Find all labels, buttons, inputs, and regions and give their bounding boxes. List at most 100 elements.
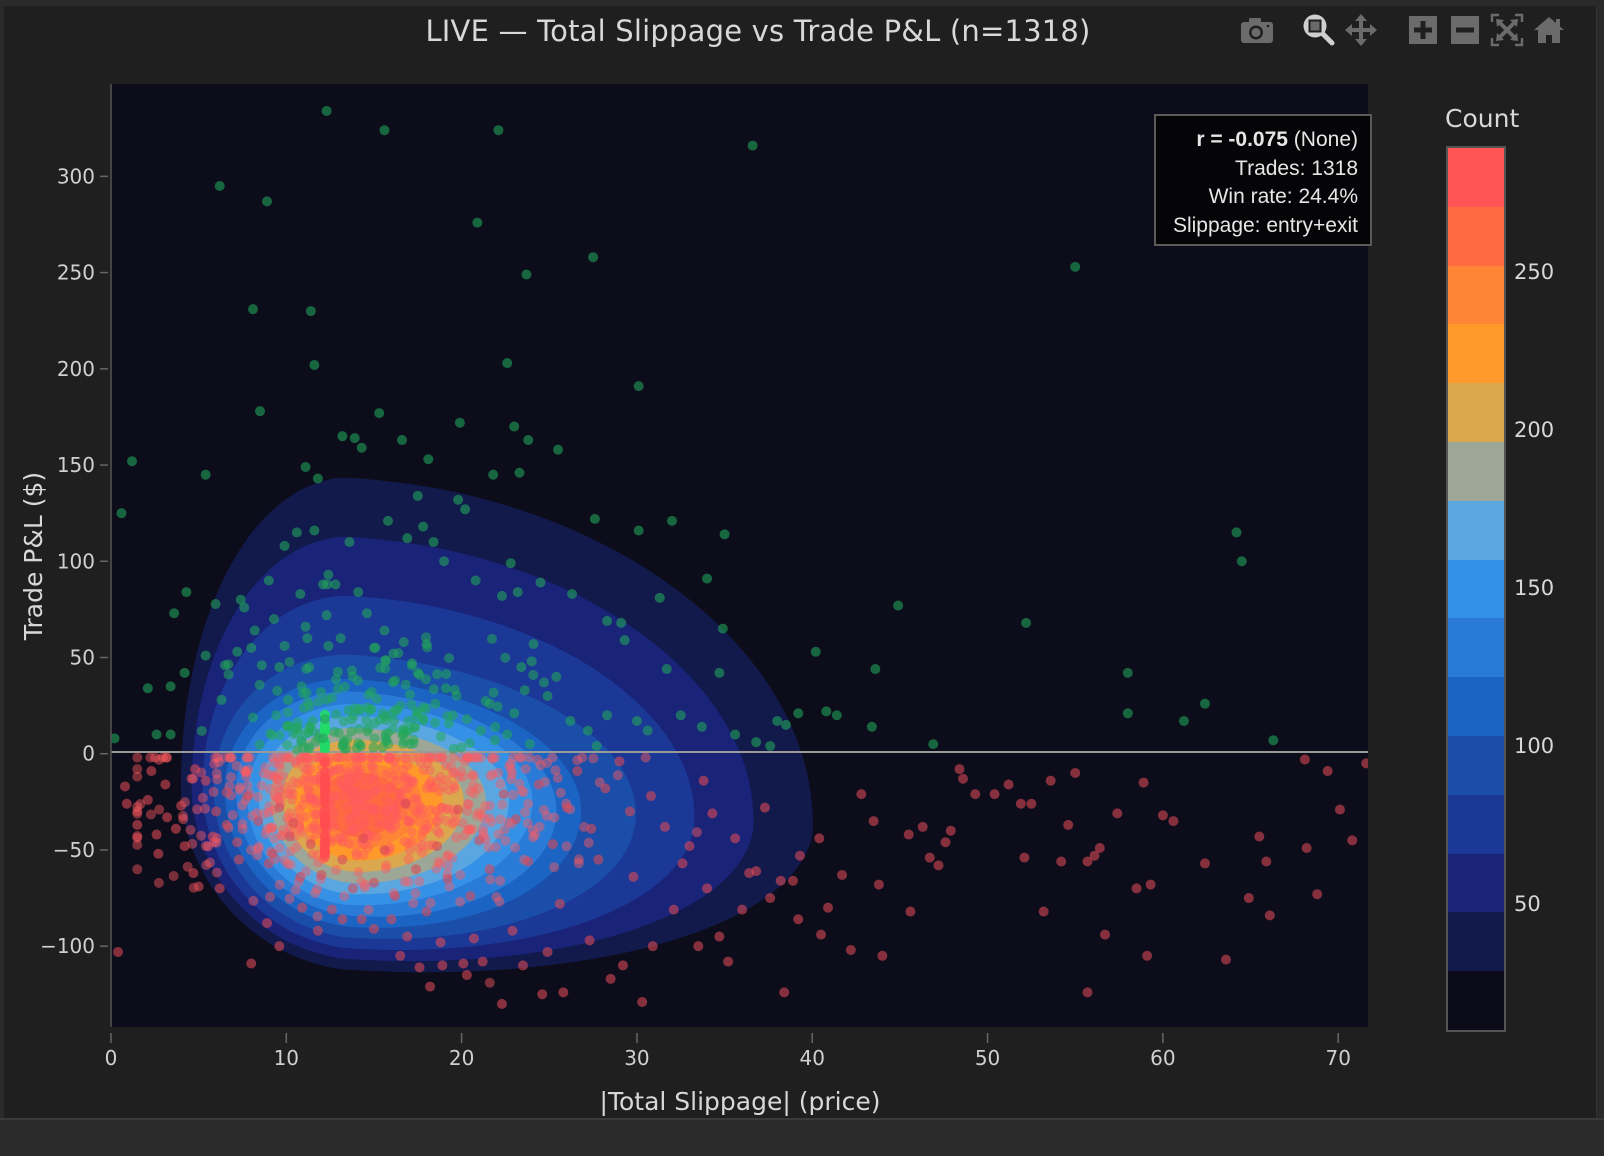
data-point[interactable] [181, 587, 192, 598]
data-point[interactable] [434, 810, 445, 821]
data-point[interactable] [389, 814, 400, 825]
data-point[interactable] [260, 828, 271, 839]
data-point[interactable] [274, 941, 285, 952]
data-point[interactable] [431, 817, 442, 828]
data-point[interactable] [302, 754, 313, 765]
data-point[interactable] [485, 874, 496, 885]
data-point[interactable] [221, 787, 232, 798]
data-point[interactable] [380, 655, 391, 666]
data-point[interactable] [387, 798, 398, 809]
data-point[interactable] [403, 816, 414, 827]
data-point[interactable] [329, 807, 340, 818]
data-point[interactable] [1122, 708, 1133, 719]
data-point[interactable] [309, 359, 320, 370]
data-point[interactable] [178, 814, 189, 825]
data-point[interactable] [435, 771, 446, 782]
data-point[interactable] [751, 737, 762, 748]
data-point[interactable] [305, 793, 316, 804]
data-point[interactable] [369, 808, 380, 819]
data-point[interactable] [284, 657, 295, 668]
data-point[interactable] [310, 752, 321, 763]
data-point[interactable] [349, 797, 360, 808]
data-point[interactable] [264, 801, 275, 812]
data-point[interactable] [291, 527, 302, 538]
data-point[interactable] [561, 802, 572, 813]
data-point[interactable] [547, 752, 558, 763]
data-point[interactable] [284, 789, 295, 800]
data-point[interactable] [391, 812, 402, 823]
data-point[interactable] [303, 757, 314, 768]
data-point[interactable] [424, 752, 435, 763]
data-point[interactable] [196, 725, 207, 736]
data-point[interactable] [461, 970, 472, 981]
data-point[interactable] [561, 841, 572, 852]
data-point[interactable] [637, 996, 648, 1007]
data-point[interactable] [312, 884, 323, 895]
data-point[interactable] [432, 669, 443, 680]
data-point[interactable] [165, 681, 176, 692]
data-point[interactable] [284, 831, 295, 842]
data-point[interactable] [321, 610, 332, 621]
data-point[interactable] [793, 914, 804, 925]
data-point[interactable] [555, 787, 566, 798]
data-point[interactable] [304, 701, 315, 712]
data-point[interactable] [370, 785, 381, 796]
data-point[interactable] [240, 766, 251, 777]
data-point[interactable] [404, 845, 415, 856]
data-point[interactable] [358, 752, 369, 763]
data-point[interactable] [335, 633, 346, 644]
data-point[interactable] [463, 752, 474, 763]
data-point[interactable] [1199, 698, 1210, 709]
data-point[interactable] [459, 830, 470, 841]
data-point[interactable] [435, 937, 446, 948]
data-point[interactable] [565, 716, 576, 727]
data-point[interactable] [315, 687, 326, 698]
data-point[interactable] [518, 787, 529, 798]
data-point[interactable] [414, 876, 425, 887]
data-point[interactable] [153, 877, 164, 888]
autoscale-button[interactable] [1486, 12, 1528, 48]
data-point[interactable] [487, 769, 498, 780]
data-point[interactable] [376, 818, 387, 829]
data-point[interactable] [423, 779, 434, 790]
data-point[interactable] [154, 804, 165, 815]
data-point[interactable] [358, 849, 369, 860]
data-point[interactable] [267, 752, 278, 763]
data-point[interactable] [474, 835, 485, 846]
data-point[interactable] [297, 799, 308, 810]
data-point[interactable] [494, 896, 505, 907]
data-point[interactable] [267, 770, 278, 781]
data-point[interactable] [233, 854, 244, 865]
data-point[interactable] [462, 805, 473, 816]
data-point[interactable] [775, 875, 786, 886]
zoom-out-button[interactable] [1444, 12, 1486, 48]
pan-button[interactable] [1340, 12, 1382, 48]
data-point[interactable] [145, 752, 156, 763]
data-point[interactable] [432, 825, 443, 836]
data-point[interactable] [366, 759, 377, 770]
data-point[interactable] [415, 801, 426, 812]
data-point[interactable] [329, 726, 340, 737]
data-point[interactable] [744, 868, 755, 879]
data-point[interactable] [441, 804, 452, 815]
data-point[interactable] [584, 935, 595, 946]
data-point[interactable] [226, 752, 237, 763]
data-point[interactable] [298, 827, 309, 838]
data-point[interactable] [348, 796, 359, 807]
data-point[interactable] [1082, 987, 1093, 998]
data-point[interactable] [624, 806, 635, 817]
data-point[interactable] [866, 721, 877, 732]
data-point[interactable] [467, 752, 478, 763]
data-point[interactable] [389, 804, 400, 815]
data-point[interactable] [448, 780, 459, 791]
data-point[interactable] [472, 217, 483, 228]
data-point[interactable] [958, 773, 969, 784]
data-point[interactable] [1122, 667, 1133, 678]
data-point[interactable] [473, 783, 484, 794]
data-point[interactable] [266, 823, 277, 834]
data-point[interactable] [413, 752, 424, 763]
data-point[interactable] [449, 783, 460, 794]
data-point[interactable] [132, 839, 143, 850]
data-point[interactable] [426, 783, 437, 794]
data-point[interactable] [437, 781, 448, 792]
